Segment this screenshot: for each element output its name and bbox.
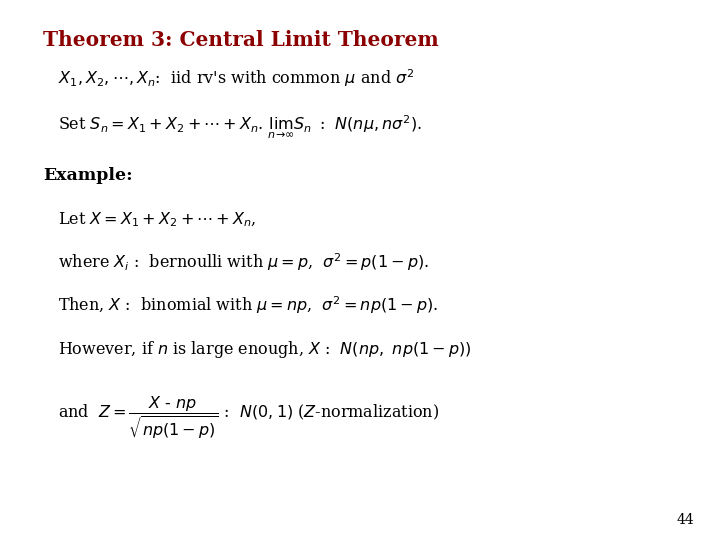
Text: Theorem 3: Central Limit Theorem: Theorem 3: Central Limit Theorem: [43, 30, 439, 50]
Text: Let $X = X_1 + X_2 + \cdots + X_n$,: Let $X = X_1 + X_2 + \cdots + X_n$,: [58, 211, 256, 229]
Text: 44: 44: [677, 512, 695, 526]
Text: $X_1, X_2, \cdots, X_n$:  iid rv's with common $\mu$ and $\sigma^2$: $X_1, X_2, \cdots, X_n$: iid rv's with c…: [58, 68, 414, 89]
Text: However, if $n$ is large enough, $X$ :  $N(np,\ np(1-p))$: However, if $n$ is large enough, $X$ : $…: [58, 340, 471, 360]
Text: and  $Z = \dfrac{X \text{ - } np}{\sqrt{np(1-p)}}$ :  $N(0,1)$ ($Z$-normalizatio: and $Z = \dfrac{X \text{ - } np}{\sqrt{n…: [58, 395, 438, 442]
Text: Example:: Example:: [43, 167, 132, 184]
Text: Set $S_n = X_1 + X_2 + \cdots + X_n$. $\lim_{n \to \infty} S_n$ :  $N(n\mu, n\si: Set $S_n = X_1 + X_2 + \cdots + X_n$. $\…: [58, 113, 421, 141]
Text: where $X_i$ :  bernoulli with $\mu = p$,  $\sigma^2 = p(1-p)$.: where $X_i$ : bernoulli with $\mu = p$, …: [58, 251, 428, 273]
Text: Then, $X$ :  binomial with $\mu = np$,  $\sigma^2 = np(1-p)$.: Then, $X$ : binomial with $\mu = np$, $\…: [58, 294, 438, 316]
